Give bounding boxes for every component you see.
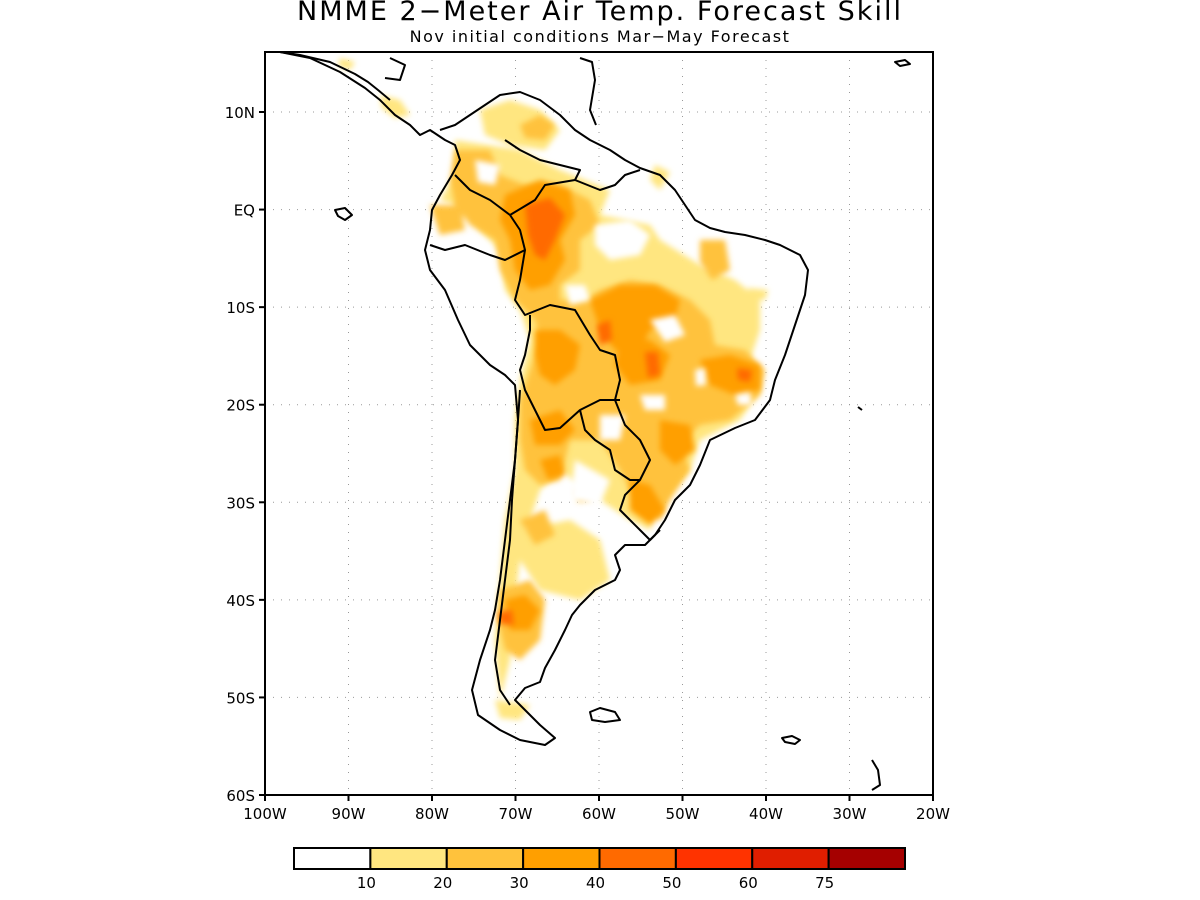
skill-level-40-50 — [498, 198, 752, 625]
colorbar-swatch — [674, 847, 754, 870]
map-title: NMME 2−Meter Air Temp. Forecast Skill — [297, 0, 903, 27]
lat-tick-label: 30S — [226, 494, 255, 512]
colorbar-label: 50 — [662, 874, 681, 892]
latitude-labels: 10N EQ 10S 20S 30S 40S 50S 60S — [225, 104, 265, 805]
colorbar-swatch — [293, 847, 372, 870]
colorbar-swatch — [522, 847, 601, 870]
lon-tick-label: 30W — [833, 805, 867, 823]
lon-tick-label: 70W — [499, 805, 533, 823]
lon-tick-label: 60W — [582, 805, 616, 823]
colorbar-swatch — [598, 847, 677, 870]
lat-tick-label: 50S — [226, 689, 255, 707]
lat-tick-label: 10S — [226, 299, 255, 317]
colorbar-label: 60 — [739, 874, 758, 892]
colorbar-swatch — [369, 847, 448, 870]
lon-tick-label: 50W — [666, 805, 700, 823]
colorbar-label: 20 — [433, 874, 452, 892]
lat-tick-label: 10N — [225, 104, 255, 122]
colorbar-swatch — [445, 847, 525, 870]
lon-tick-label: 40W — [749, 805, 783, 823]
lon-tick-label: 100W — [243, 805, 287, 823]
lon-tick-label: 90W — [332, 805, 366, 823]
lon-tick-label: 20W — [916, 805, 950, 823]
colorbar-label: 75 — [815, 874, 834, 892]
skill-shading — [338, 58, 768, 720]
skill-level-below-10 — [475, 160, 752, 505]
colorbar: 10 20 30 40 50 60 75 — [293, 847, 906, 892]
lat-tick-label: 60S — [226, 787, 255, 805]
lat-tick-label: EQ — [234, 202, 255, 220]
lon-tick-label: 80W — [415, 805, 449, 823]
longitude-labels: 100W 90W 80W 70W 60W 50W 40W 30W 20W — [243, 795, 950, 823]
map-subtitle: Nov initial conditions Mar−May Forecast — [409, 27, 791, 46]
colorbar-label: 40 — [586, 874, 605, 892]
lat-tick-label: 40S — [226, 592, 255, 610]
coastline — [279, 52, 911, 791]
colorbar-label: 30 — [510, 874, 529, 892]
colorbar-swatch — [827, 847, 906, 870]
colorbar-swatch — [751, 847, 830, 870]
colorbar-label: 10 — [357, 874, 376, 892]
lat-tick-label: 20S — [226, 397, 255, 415]
